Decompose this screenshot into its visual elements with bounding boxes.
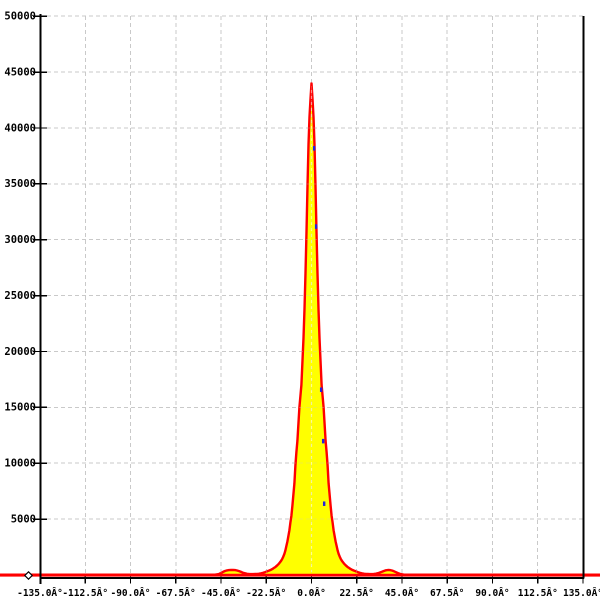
y-axis-labels: 50000 45000 40000 35000 30000 25000 2000…: [4, 11, 36, 526]
y-tick-label: 5000: [11, 514, 36, 526]
y-tick-label: 35000: [4, 178, 36, 190]
x-tick-label: -45.0Â°: [201, 587, 241, 599]
x-tick-label: -22.5Â°: [246, 587, 286, 599]
x-tick-label: 0.0Â°: [297, 587, 326, 599]
diamond-marker: [23, 570, 34, 581]
y-tick-label: 20000: [4, 346, 36, 358]
x-tick-label: 45.0Â°: [385, 587, 419, 599]
blue-mark: [312, 146, 316, 151]
y-tick-label: 15000: [4, 402, 36, 414]
x-tick-label: -90.0Â°: [110, 587, 150, 599]
blue-mark: [322, 501, 326, 506]
x-axis-labels: -135.0Â° -112.5Â° -90.0Â° -67.5Â° -45.0Â…: [17, 587, 600, 599]
y-tick-label: 40000: [4, 122, 36, 134]
x-tick-label: -67.5Â°: [156, 587, 196, 599]
x-tick-label: 90.0Â°: [475, 587, 509, 599]
y-tick-label: 30000: [4, 234, 36, 246]
x-tick-label: -112.5Â°: [62, 587, 108, 599]
y-tick-label: 45000: [4, 66, 36, 78]
x-tick-label: 67.5Â°: [430, 587, 464, 599]
blue-mark: [314, 224, 318, 229]
x-tick-label: 22.5Â°: [340, 587, 374, 599]
blue-mark: [319, 387, 323, 392]
secondary-series-marks: [312, 146, 326, 506]
tick-marks: [33, 15, 584, 584]
y-tick-label: 25000: [4, 290, 36, 302]
blue-mark: [321, 438, 325, 444]
gridlines-overlay: [39, 15, 584, 577]
x-tick-label: 135.0Â°: [563, 587, 600, 599]
y-tick-label: 50000: [4, 11, 36, 23]
x-tick-label: -135.0Â°: [17, 587, 63, 599]
y-tick-label: 10000: [4, 458, 36, 470]
x-tick-label: 112.5Â°: [518, 587, 558, 599]
